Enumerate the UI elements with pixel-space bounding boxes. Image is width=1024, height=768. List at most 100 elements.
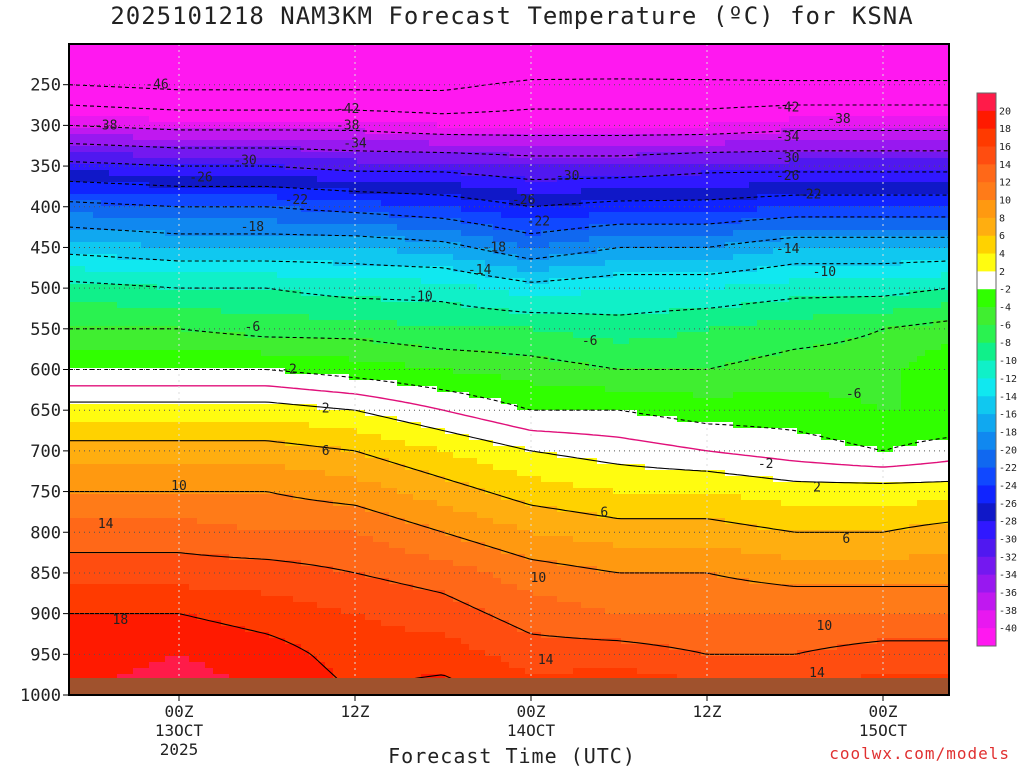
heat-cell [117,422,126,429]
heat-cell [293,662,302,669]
heat-cell [149,416,158,423]
heat-cell [157,62,166,69]
heat-cell [373,584,382,591]
heat-cell [141,410,150,417]
heat-cell [117,182,126,189]
heat-cell [245,98,254,105]
heat-cell [181,626,190,633]
heat-cell [133,332,142,339]
heat-cell [333,74,342,81]
heat-cell [397,248,406,255]
heat-cell [205,152,214,159]
heat-cell [285,296,294,303]
heat-cell [101,428,110,435]
heat-cell [245,374,254,381]
heat-cell [373,554,382,561]
heat-cell [181,128,190,135]
heat-cell [277,446,286,453]
heat-cell [357,368,366,375]
heat-cell [373,104,382,111]
heat-cell [309,452,318,459]
heat-cell [93,284,102,291]
heat-cell [69,656,78,663]
heat-cell [285,452,294,459]
heat-cell [357,350,366,357]
heat-cell [77,470,86,477]
heat-cell [357,182,366,189]
heat-cell [405,314,414,321]
heat-cell [173,290,182,297]
heat-cell [365,116,374,123]
heat-cell [373,224,382,231]
heat-cell [157,458,166,465]
heat-cell [365,536,374,543]
heat-cell [69,260,78,267]
heat-cell [157,578,166,585]
heat-cell [237,464,246,471]
heat-cell [253,176,262,183]
heat-cell [317,224,326,231]
heat-cell [181,68,190,75]
heat-cell [413,62,422,69]
heat-cell [109,596,118,603]
heat-cell [413,650,422,657]
heat-cell [197,302,206,309]
heat-cell [317,200,326,207]
heat-cell [189,638,198,645]
heat-cell [389,422,398,429]
heat-cell [373,248,382,255]
heat-cell [157,92,166,99]
heat-cell [413,92,422,99]
heat-cell [349,608,358,615]
heat-cell [429,230,438,237]
heat-cell [133,506,142,513]
heat-cell [197,512,206,519]
heat-cell [277,128,286,135]
heat-cell [285,554,294,561]
heat-cell [293,440,302,447]
heat-cell [325,140,334,147]
heat-cell [421,260,430,267]
heat-cell [85,614,94,621]
heat-cell [221,230,230,237]
heat-cell [229,506,238,513]
heat-cell [413,428,422,435]
heat-cell [269,578,278,585]
heat-cell [189,314,198,321]
heat-cell [397,128,406,135]
heat-cell [421,116,430,123]
heat-cell [349,620,358,627]
heat-cell [269,356,278,363]
heat-cell [429,380,438,387]
heat-cell [357,176,366,183]
heat-cell [285,536,294,543]
heat-cell [69,152,78,159]
heat-cell [125,500,134,507]
heat-cell [325,194,334,201]
heat-cell [237,530,246,537]
heat-cell [309,602,318,609]
heat-cell [101,668,110,675]
heat-cell [245,344,254,351]
heat-cell [141,626,150,633]
heat-cell [421,200,430,207]
heat-cell [69,134,78,141]
heat-cell [245,422,254,429]
heat-cell [77,656,86,663]
heat-cell [341,530,350,537]
heat-cell [117,212,126,219]
heat-cell [133,86,142,93]
heat-cell [141,308,150,315]
chart-canvas: -46-42 -42-38 -38 -38-34 -34-30-30-30-26-26-… [0,0,1024,768]
heat-cell [269,314,278,321]
heat-cell [349,476,358,483]
heat-cell [85,62,94,69]
heat-cell [317,458,326,465]
heat-cell [205,98,214,105]
heat-cell [189,566,198,573]
heat-cell [309,410,318,417]
heat-cell [213,470,222,477]
heat-cell [189,236,198,243]
heat-cell [277,218,286,225]
heat-cell [381,284,390,291]
